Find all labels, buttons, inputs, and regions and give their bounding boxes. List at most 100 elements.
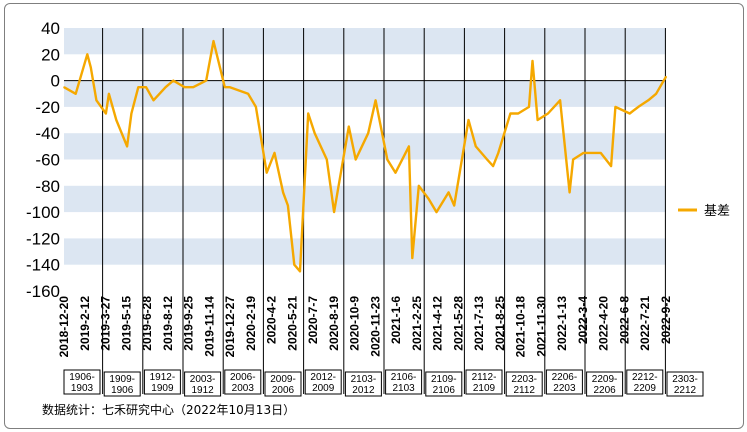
contract-label: 2006- [230,372,256,383]
data-point [509,112,512,115]
data-point [95,99,98,102]
data-point [137,86,140,88]
x-tick-label: 2019-8-12 [161,296,175,351]
x-tick-label: 2022-1-13 [555,296,569,351]
contract-label: 2003- [190,374,216,385]
contract-label: 1909 [151,383,174,394]
x-tick-label: 2021-7-13 [472,296,486,351]
x-tick-label: 2019-9-25 [182,296,196,351]
data-point [637,106,640,108]
data-point [517,112,520,115]
y-tick-label: -40 [35,124,60,143]
contract-box [545,369,583,395]
data-point [486,158,488,161]
data-point [528,106,530,108]
data-point [164,86,167,88]
grid-band [64,80,666,107]
data-point [287,204,289,207]
data-point [655,92,657,95]
data-point [582,152,585,154]
data-point [492,165,494,167]
x-tick-label: 2020-11-23 [368,296,382,357]
contract-label: 2112- [472,372,497,383]
legend-label-basis: 基差 [704,204,730,219]
y-tick-label: -140 [26,256,60,275]
x-tick-label: 2019-5-15 [119,296,133,351]
contract-label: 2009- [270,374,296,385]
data-point [229,86,231,88]
data-point [394,171,397,174]
contract-box [304,369,342,395]
data-point [408,145,410,148]
data-point [108,92,110,95]
data-point [145,86,147,88]
data-point [354,158,357,161]
source-note: 数据统计：七禾研究中心（2022年10月13日） [42,402,295,417]
data-point [192,86,195,88]
contract-period-boxes: 1906-1903 1909-1906 1912-1909 2003-1912 2006… [63,369,704,397]
data-point [212,40,215,42]
x-tick-label: 2020-7-7 [306,296,320,344]
data-point [282,191,284,194]
contract-box [344,371,382,397]
data-point [614,106,617,108]
y-tick-label: -80 [35,177,60,196]
x-tick-label: 2022-6-8 [617,296,631,344]
x-tick-label: 2019-11-14 [202,296,216,357]
y-tick-label: 20 [41,45,60,64]
contract-label: 2106 [433,385,456,396]
data-point [386,158,389,161]
data-point [374,99,377,102]
x-axis: 2018-12-20 2019-2-12 2019-3-27 2019-5-15 201… [57,296,673,358]
x-tick-label: 2021-1-6 [389,296,403,344]
x-tick-label: 2018-12-20 [57,296,71,358]
data-point [531,60,534,62]
data-point [665,75,667,78]
x-tick-label: 2022-9-2 [659,296,673,344]
contract-label: 1909- [109,374,135,385]
x-tick-label: 2019-12-27 [223,296,237,358]
x-tick-label: 2021-4-12 [431,296,445,351]
data-point [559,99,561,102]
data-point [126,145,128,148]
data-point [447,191,450,194]
grid-band [64,28,666,55]
y-tick-label: -60 [35,151,60,170]
contract-label: 2303- [672,374,698,385]
contract-label: 2109- [431,374,457,385]
x-tick-label: 2022-7-21 [638,296,652,351]
x-tick-label: 2021-8-25 [493,296,507,351]
contract-label: 2006 [272,385,295,396]
contract-label: 2106- [391,372,417,383]
data-point [453,204,456,207]
contract-label: 2109 [473,383,496,394]
x-tick-label: 2019-2-12 [78,296,92,351]
x-tick-label: 2021-10-18 [514,296,528,358]
data-point [497,152,500,154]
contract-box [143,369,181,395]
contract-label: 2212- [632,372,658,383]
y-tick-label: -160 [26,282,60,301]
grid-bands [64,28,666,265]
contract-label: 1912 [191,385,214,396]
contract-label: 1903 [71,383,94,394]
y-tick-label: -100 [26,203,60,222]
x-tick-label: 2021-5-28 [451,296,465,351]
data-point [536,119,539,121]
contract-label: 2103- [351,374,377,385]
contract-box [385,369,423,395]
data-point [333,211,335,213]
contract-box [465,369,503,395]
x-tick-label: 2020-10-9 [348,296,362,351]
data-point [572,158,574,161]
data-point [475,145,477,148]
data-point [247,92,249,95]
chart-frame [4,3,744,429]
data-point [411,257,414,259]
data-point [647,99,650,102]
data-point [152,99,155,102]
legend: 基差 [678,204,730,219]
data-point [610,165,612,167]
y-tick-label: 40 [41,19,60,38]
contract-label: 2206- [552,372,578,383]
